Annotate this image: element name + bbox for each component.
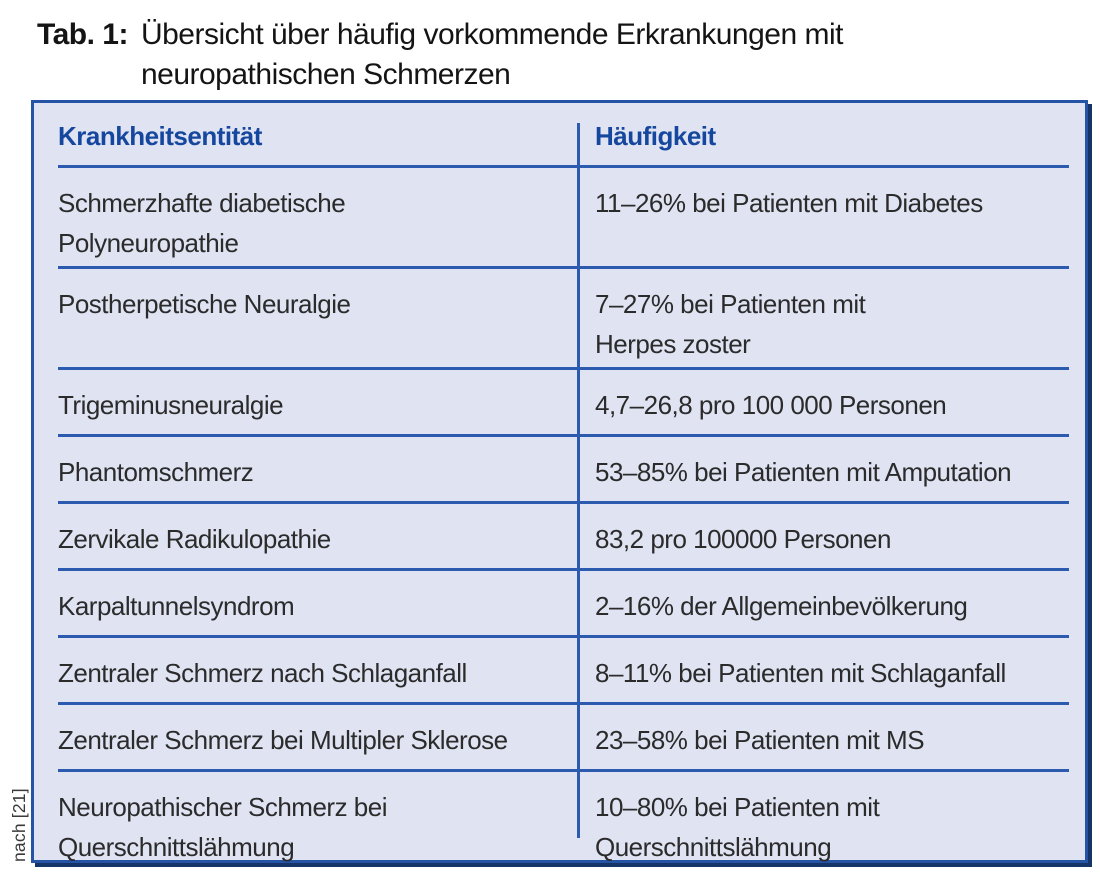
table-row: Schmerzhafte diabetische Polyneuropathie… [58, 168, 1069, 269]
entity-cell: Zentraler Schmerz bei Multipler Sklerose [58, 725, 508, 755]
entity-cell: Neuropathischer Schmerz bei Querschnitts… [58, 792, 388, 862]
entity-cell: Zervikale Radikulopathie [58, 524, 331, 554]
source-citation: nach [21] [9, 788, 29, 862]
frequency-cell: 11–26% bei Patienten mit Diabetes [595, 188, 983, 218]
data-table: Krankheitsentität Häufigkeit Schmerzhaft… [31, 100, 1088, 863]
table-row: Trigeminusneuralgie 4,7–26,8 pro 100 000… [58, 370, 1069, 437]
table-row: Zentraler Schmerz bei Multipler Sklerose… [58, 705, 1069, 772]
table-header-row: Krankheitsentität Häufigkeit [58, 103, 1069, 168]
table-row: Zentraler Schmerz nach Schlaganfall 8–11… [58, 638, 1069, 705]
column-header-frequency: Häufigkeit [595, 121, 716, 151]
entity-cell: Phantomschmerz [58, 457, 254, 487]
entity-cell: Zentraler Schmerz nach Schlaganfall [58, 658, 467, 688]
table-row: Karpaltunnelsyndrom 2–16% der Allgemeinb… [58, 571, 1069, 638]
table-row: Zervikale Radikulopathie 83,2 pro 100000… [58, 504, 1069, 571]
table-row: Neuropathischer Schmerz bei Querschnitts… [58, 772, 1069, 870]
table-row: Phantomschmerz 53–85% bei Patienten mit … [58, 437, 1069, 504]
table-rows: Krankheitsentität Häufigkeit Schmerzhaft… [34, 103, 1085, 862]
column-divider [577, 123, 580, 838]
table-caption: Tab. 1: Übersicht über häufig vorkommend… [37, 15, 843, 95]
frequency-cell: 8–11% bei Patienten mit Schlaganfall [595, 658, 1006, 688]
frequency-cell: 2–16% der Allgemeinbevölkerung [595, 591, 968, 621]
entity-cell: Karpaltunnelsyndrom [58, 591, 295, 621]
frequency-cell: 4,7–26,8 pro 100 000 Personen [595, 390, 947, 420]
table-row: Postherpetische Neuralgie 7–27% bei Pati… [58, 269, 1069, 370]
caption-line-1: Übersicht über häufig vorkommende Erkran… [140, 18, 844, 51]
frequency-cell: 23–58% bei Patienten mit MS [595, 725, 925, 755]
frequency-cell: 7–27% bei Patienten mit Herpes zoster [595, 289, 866, 359]
entity-cell: Postherpetische Neuralgie [58, 289, 351, 319]
frequency-cell: 53–85% bei Patienten mit Amputation [595, 457, 1012, 487]
entity-cell: Schmerzhafte diabetische Polyneuropathie [58, 188, 346, 258]
column-header-entity: Krankheitsentität [58, 121, 262, 151]
frequency-cell: 83,2 pro 100000 Personen [595, 524, 891, 554]
entity-cell: Trigeminusneuralgie [58, 390, 284, 420]
caption-label: Tab. 1: [37, 18, 128, 51]
caption-line-2: neuropathischen Schmerzen [140, 58, 511, 91]
caption-text: Übersicht über häufig vorkommende Erkran… [140, 15, 844, 95]
frequency-cell: 10–80% bei Patienten mit Querschnittsläh… [595, 792, 880, 862]
